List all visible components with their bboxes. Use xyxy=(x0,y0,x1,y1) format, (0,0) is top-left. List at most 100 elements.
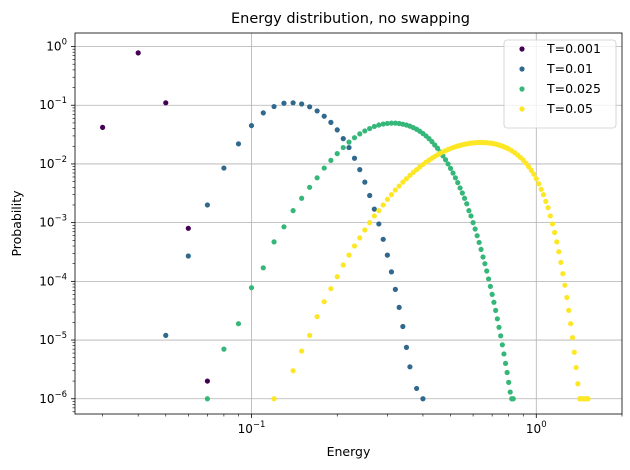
y-tick-label: 10−1 xyxy=(39,96,67,112)
data-point xyxy=(533,176,539,182)
data-point xyxy=(491,299,497,305)
data-point xyxy=(407,172,413,178)
series-3-points xyxy=(271,139,591,402)
data-point xyxy=(380,236,386,242)
data-point xyxy=(498,333,504,339)
data-point xyxy=(371,206,377,212)
data-point xyxy=(478,246,484,253)
x-tick-label: 100 xyxy=(526,420,547,436)
data-point xyxy=(571,349,577,355)
data-point xyxy=(400,323,406,330)
data-point xyxy=(392,120,398,126)
data-point xyxy=(442,157,449,163)
data-point xyxy=(357,167,363,173)
data-point xyxy=(476,239,482,246)
data-point xyxy=(414,385,420,392)
legend-label: T=0.01 xyxy=(546,61,593,76)
y-tick-label: 10−4 xyxy=(39,272,67,288)
data-point xyxy=(260,110,266,116)
data-point xyxy=(554,239,560,245)
data-point xyxy=(260,265,266,271)
data-point xyxy=(376,208,382,214)
data-point xyxy=(321,113,327,119)
legend-label: T=0.001 xyxy=(546,41,601,56)
data-point xyxy=(564,294,570,301)
data-point xyxy=(371,213,377,219)
legend-marker xyxy=(519,46,525,52)
data-point xyxy=(484,268,490,274)
data-point xyxy=(504,369,510,376)
data-point xyxy=(510,396,516,402)
legend-marker xyxy=(519,86,525,92)
data-point xyxy=(328,157,334,163)
axis-ticks xyxy=(71,46,623,418)
data-point xyxy=(540,192,547,198)
data-point xyxy=(549,221,556,227)
data-point xyxy=(560,271,566,277)
data-point xyxy=(494,316,500,322)
data-point xyxy=(362,179,368,185)
data-point xyxy=(392,286,398,292)
data-point xyxy=(474,233,480,239)
data-point xyxy=(396,183,402,189)
data-point xyxy=(271,103,277,110)
data-point xyxy=(502,360,509,367)
data-point xyxy=(507,389,513,395)
series-1-points xyxy=(163,100,426,402)
data-point xyxy=(472,226,478,232)
data-point xyxy=(573,364,579,371)
data-point xyxy=(163,100,169,106)
data-point xyxy=(321,299,327,305)
data-point xyxy=(328,286,334,292)
data-point xyxy=(340,144,346,151)
y-tick-label: 10−3 xyxy=(39,214,67,230)
data-point xyxy=(450,170,456,176)
data-point xyxy=(221,165,227,171)
data-point xyxy=(204,396,210,402)
data-point xyxy=(235,141,242,147)
data-point xyxy=(452,175,458,181)
data-point xyxy=(485,276,492,282)
data-point xyxy=(376,221,382,227)
data-point xyxy=(403,176,410,182)
data-point xyxy=(384,196,390,202)
data-point xyxy=(334,274,340,280)
data-point xyxy=(384,120,390,127)
y-tick-label: 10−5 xyxy=(39,331,67,347)
data-point xyxy=(328,119,334,125)
data-point xyxy=(367,192,373,199)
data-point xyxy=(396,304,402,310)
data-point xyxy=(334,151,340,157)
data-point xyxy=(362,227,368,233)
data-point xyxy=(496,324,502,330)
data-point xyxy=(281,224,287,230)
data-point xyxy=(558,259,564,266)
data-point xyxy=(489,291,495,297)
data-point xyxy=(367,125,373,132)
data-point xyxy=(340,262,346,268)
data-point xyxy=(367,220,373,226)
data-point xyxy=(569,335,576,341)
data-point xyxy=(566,307,572,313)
data-point xyxy=(281,100,287,106)
series-0-points xyxy=(100,50,210,384)
data-point xyxy=(545,205,551,211)
x-axis-label: Energy xyxy=(327,444,371,459)
data-point xyxy=(221,346,227,352)
data-point xyxy=(357,235,363,241)
data-point xyxy=(459,190,465,196)
y-tick-label: 10−2 xyxy=(39,155,67,171)
data-point xyxy=(403,344,410,350)
data-point xyxy=(271,396,277,402)
data-point xyxy=(407,364,413,370)
data-point xyxy=(468,213,474,219)
data-point xyxy=(299,101,305,107)
data-point xyxy=(392,187,398,193)
data-point xyxy=(362,128,368,134)
x-tick-label: 10−1 xyxy=(238,420,266,436)
data-point xyxy=(480,254,486,260)
data-point xyxy=(204,202,210,208)
data-point xyxy=(307,332,313,338)
data-point xyxy=(235,321,242,327)
